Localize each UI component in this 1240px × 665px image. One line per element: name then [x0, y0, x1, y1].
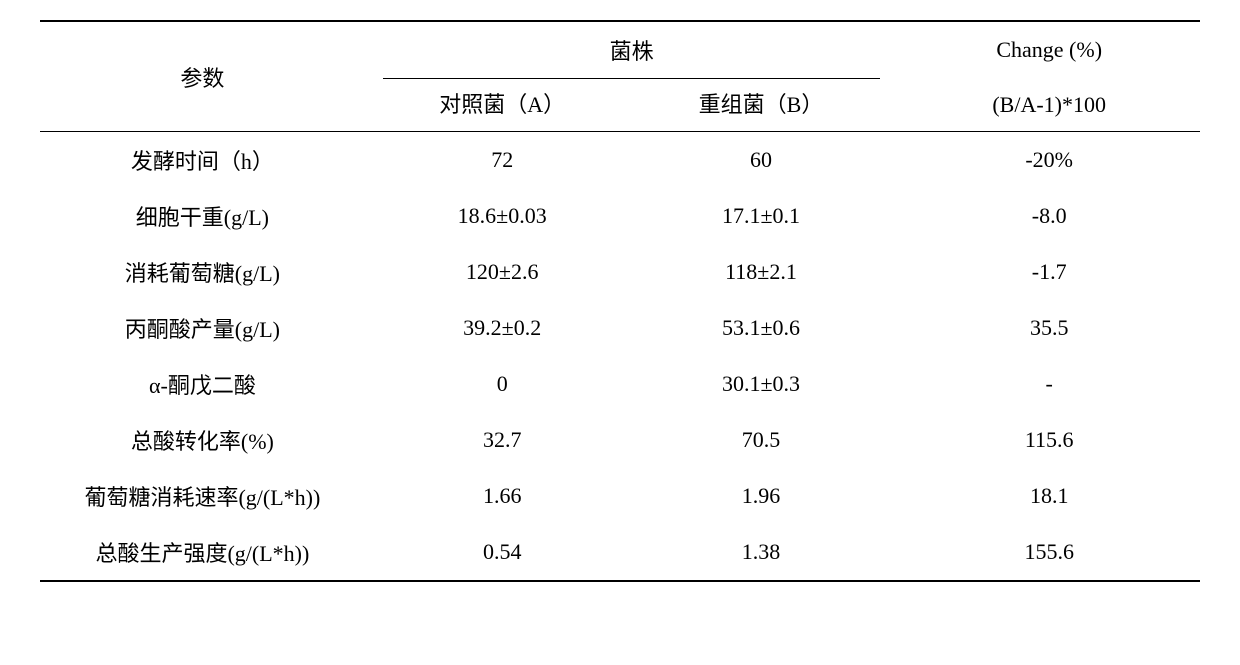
header-change-1: Change (%) — [898, 21, 1200, 78]
cell-change: 115.6 — [898, 412, 1200, 468]
cell-b: 1.96 — [632, 483, 891, 509]
table-row: 总酸转化率(%)32.770.5115.6 — [40, 412, 1200, 468]
cell-a: 18.6±0.03 — [373, 203, 632, 229]
cell-strain: 39.2±0.253.1±0.6 — [365, 300, 899, 356]
cell-param: 细胞干重(g/L) — [40, 188, 365, 244]
cell-a: 120±2.6 — [373, 259, 632, 285]
table-row: 消耗葡萄糖(g/L)120±2.6118±2.1-1.7 — [40, 244, 1200, 300]
cell-change: -8.0 — [898, 188, 1200, 244]
cell-param: α-酮戊二酸 — [40, 356, 365, 412]
cell-change: 35.5 — [898, 300, 1200, 356]
cell-b: 60 — [632, 147, 891, 173]
cell-param: 总酸转化率(%) — [40, 412, 365, 468]
header-sub-a: 对照菌（A） — [373, 87, 632, 119]
header-change-2: (B/A-1)*100 — [898, 78, 1200, 132]
cell-a: 0 — [373, 371, 632, 397]
cell-b: 17.1±0.1 — [632, 203, 891, 229]
cell-param: 葡萄糖消耗速率(g/(L*h)) — [40, 468, 365, 524]
cell-strain: 18.6±0.0317.1±0.1 — [365, 188, 899, 244]
cell-param: 发酵时间（h） — [40, 132, 365, 189]
cell-strain: 32.770.5 — [365, 412, 899, 468]
header-param: 参数 — [40, 21, 365, 132]
table-row: 丙酮酸产量(g/L)39.2±0.253.1±0.635.5 — [40, 300, 1200, 356]
cell-param: 丙酮酸产量(g/L) — [40, 300, 365, 356]
cell-change: 18.1 — [898, 468, 1200, 524]
header-sub-b: 重组菌（B） — [632, 87, 891, 119]
header-strain: 菌株 — [365, 21, 899, 78]
comparison-table: 参数 菌株 Change (%) 对照菌（A） 重组菌（B） (B/A-1)*1… — [40, 20, 1200, 582]
table-row: 细胞干重(g/L)18.6±0.0317.1±0.1-8.0 — [40, 188, 1200, 244]
cell-a: 0.54 — [373, 539, 632, 565]
cell-b: 30.1±0.3 — [632, 371, 891, 397]
cell-b: 1.38 — [632, 539, 891, 565]
cell-change: -1.7 — [898, 244, 1200, 300]
cell-strain: 7260 — [365, 132, 899, 189]
table-row: 葡萄糖消耗速率(g/(L*h))1.661.9618.1 — [40, 468, 1200, 524]
cell-a: 72 — [373, 147, 632, 173]
cell-b: 118±2.1 — [632, 259, 891, 285]
cell-a: 1.66 — [373, 483, 632, 509]
cell-change: 155.6 — [898, 524, 1200, 581]
table-row: 总酸生产强度(g/(L*h))0.541.38155.6 — [40, 524, 1200, 581]
cell-b: 70.5 — [632, 427, 891, 453]
table-row: α-酮戊二酸030.1±0.3- — [40, 356, 1200, 412]
cell-change: - — [898, 356, 1200, 412]
cell-strain: 030.1±0.3 — [365, 356, 899, 412]
header-strain-sub: 对照菌（A） 重组菌（B） — [365, 78, 899, 132]
cell-change: -20% — [898, 132, 1200, 189]
cell-strain: 0.541.38 — [365, 524, 899, 581]
cell-param: 总酸生产强度(g/(L*h)) — [40, 524, 365, 581]
cell-a: 32.7 — [373, 427, 632, 453]
cell-param: 消耗葡萄糖(g/L) — [40, 244, 365, 300]
cell-a: 39.2±0.2 — [373, 315, 632, 341]
cell-b: 53.1±0.6 — [632, 315, 891, 341]
table-body: 发酵时间（h）7260-20%细胞干重(g/L)18.6±0.0317.1±0.… — [40, 132, 1200, 582]
cell-strain: 120±2.6118±2.1 — [365, 244, 899, 300]
cell-strain: 1.661.96 — [365, 468, 899, 524]
table-row: 发酵时间（h）7260-20% — [40, 132, 1200, 189]
